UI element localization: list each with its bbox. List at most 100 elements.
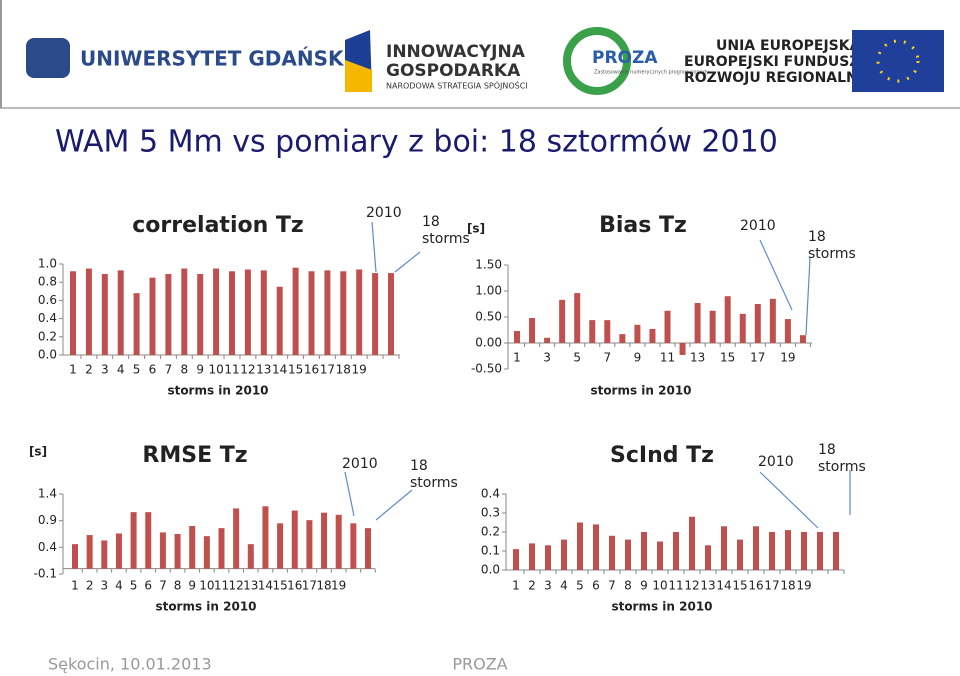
bar xyxy=(801,532,807,570)
x-tick-label: 3 xyxy=(543,351,551,365)
bar xyxy=(203,536,210,569)
x-tick-label: 8 xyxy=(180,363,188,377)
x-tick-label: 14 xyxy=(716,579,731,593)
x-tick-label: 3 xyxy=(101,363,109,377)
logo-text: NARODOWA STRATEGIA SPÓJNOŚCI xyxy=(386,80,528,91)
x-tick-label: 16 xyxy=(287,579,302,593)
bar xyxy=(276,286,283,355)
x-tick-label: 1 xyxy=(69,363,77,377)
y-tick-label: 0.6 xyxy=(38,293,57,307)
bar xyxy=(673,532,679,570)
annotation-line xyxy=(344,471,355,517)
bar xyxy=(561,539,567,570)
y-tick-label: 0.2 xyxy=(38,329,57,343)
x-tick-label: 15 xyxy=(288,363,303,377)
y-tick-label: 0.0 xyxy=(38,348,57,362)
x-tick-label: 7 xyxy=(608,579,616,593)
x-tick-label: 11 xyxy=(668,579,683,593)
annotation: 2010 xyxy=(342,456,378,472)
x-tick-label: 6 xyxy=(144,579,152,593)
x-tick-label: 14 xyxy=(272,363,287,377)
bar xyxy=(306,520,313,569)
x-tick-label: 3 xyxy=(544,579,552,593)
bar xyxy=(694,302,701,343)
y-tick-label: 0.4 xyxy=(38,540,57,554)
bar xyxy=(529,318,536,343)
y-tick-label: 0.3 xyxy=(481,506,500,520)
y-tick-label: 0.00 xyxy=(475,336,502,350)
bar xyxy=(356,269,363,355)
y-tick-label: 1.00 xyxy=(475,284,502,298)
x-tick-label: 4 xyxy=(117,363,125,377)
chart-title: RMSE Tz xyxy=(142,443,247,468)
x-tick-label: 1 xyxy=(71,579,79,593)
bar xyxy=(145,512,152,569)
bar xyxy=(817,532,823,570)
bar xyxy=(574,293,581,343)
x-tick-label: 14 xyxy=(258,579,273,593)
bar xyxy=(529,543,535,570)
x-tick-label: 13 xyxy=(256,363,271,377)
bar xyxy=(679,343,686,355)
bar xyxy=(664,310,671,343)
logo-text: PROZA xyxy=(592,48,658,68)
x-tick-label: 5 xyxy=(130,579,138,593)
bar xyxy=(174,534,181,569)
bar xyxy=(724,296,731,343)
x-tick-label: 13 xyxy=(243,579,258,593)
bar xyxy=(799,335,806,343)
bar xyxy=(165,274,172,355)
bar xyxy=(247,544,254,569)
x-tick-label: 2 xyxy=(85,363,93,377)
bar xyxy=(70,271,76,355)
bar xyxy=(218,528,225,569)
y-tick-label: -0.50 xyxy=(471,362,502,376)
proza-logo xyxy=(563,27,631,95)
bar xyxy=(308,271,315,355)
x-tick-label: 17 xyxy=(302,579,317,593)
y-axis-unit: [s] xyxy=(29,445,47,459)
y-tick-label: 0.0 xyxy=(481,563,500,577)
x-tick-label: 17 xyxy=(764,579,779,593)
x-tick-label: 16 xyxy=(748,579,763,593)
bar xyxy=(514,331,520,343)
y-tick-label: 1.0 xyxy=(38,257,57,271)
x-tick-label: 13 xyxy=(700,579,715,593)
x-tick-label: 1 xyxy=(512,579,520,593)
bar xyxy=(335,514,342,569)
x-tick-label: 6 xyxy=(592,579,600,593)
x-tick-label: 18 xyxy=(336,363,351,377)
bar xyxy=(72,544,78,569)
x-tick-label: 5 xyxy=(573,351,581,365)
annotation: 2010 xyxy=(758,454,794,470)
logo-text: INNOWACYJNA xyxy=(386,42,526,62)
x-tick-label: 9 xyxy=(188,579,196,593)
bar xyxy=(657,541,663,570)
bar xyxy=(625,539,631,570)
slide-title: WAM 5 Mm vs pomiary z boi: 18 sztormów 2… xyxy=(55,125,778,160)
bar xyxy=(372,273,379,355)
y-tick-label: 0.4 xyxy=(38,311,57,325)
x-tick-label: 19 xyxy=(780,351,795,365)
bar xyxy=(159,532,166,569)
x-tick-label: 12 xyxy=(229,579,244,593)
bar xyxy=(149,277,156,355)
x-tick-label: 9 xyxy=(634,351,642,365)
annotation: 2010 xyxy=(740,218,776,234)
bar xyxy=(649,328,656,343)
x-tick-label: 17 xyxy=(320,363,335,377)
y-tick-label: 0.8 xyxy=(38,275,57,289)
annotation-line xyxy=(394,251,421,273)
chart-title: Bias Tz xyxy=(599,213,687,238)
x-tick-label: 13 xyxy=(690,351,705,365)
bar xyxy=(689,516,695,570)
bar xyxy=(609,535,615,570)
bar xyxy=(133,293,140,355)
x-tick-label: 4 xyxy=(560,579,568,593)
x-tick-label: 5 xyxy=(576,579,584,593)
x-tick-label: 15 xyxy=(720,351,735,365)
annotation-line xyxy=(375,489,413,521)
x-tick-label: 10 xyxy=(652,579,667,593)
bar xyxy=(101,540,108,569)
annotation: 18 storms xyxy=(808,229,856,262)
